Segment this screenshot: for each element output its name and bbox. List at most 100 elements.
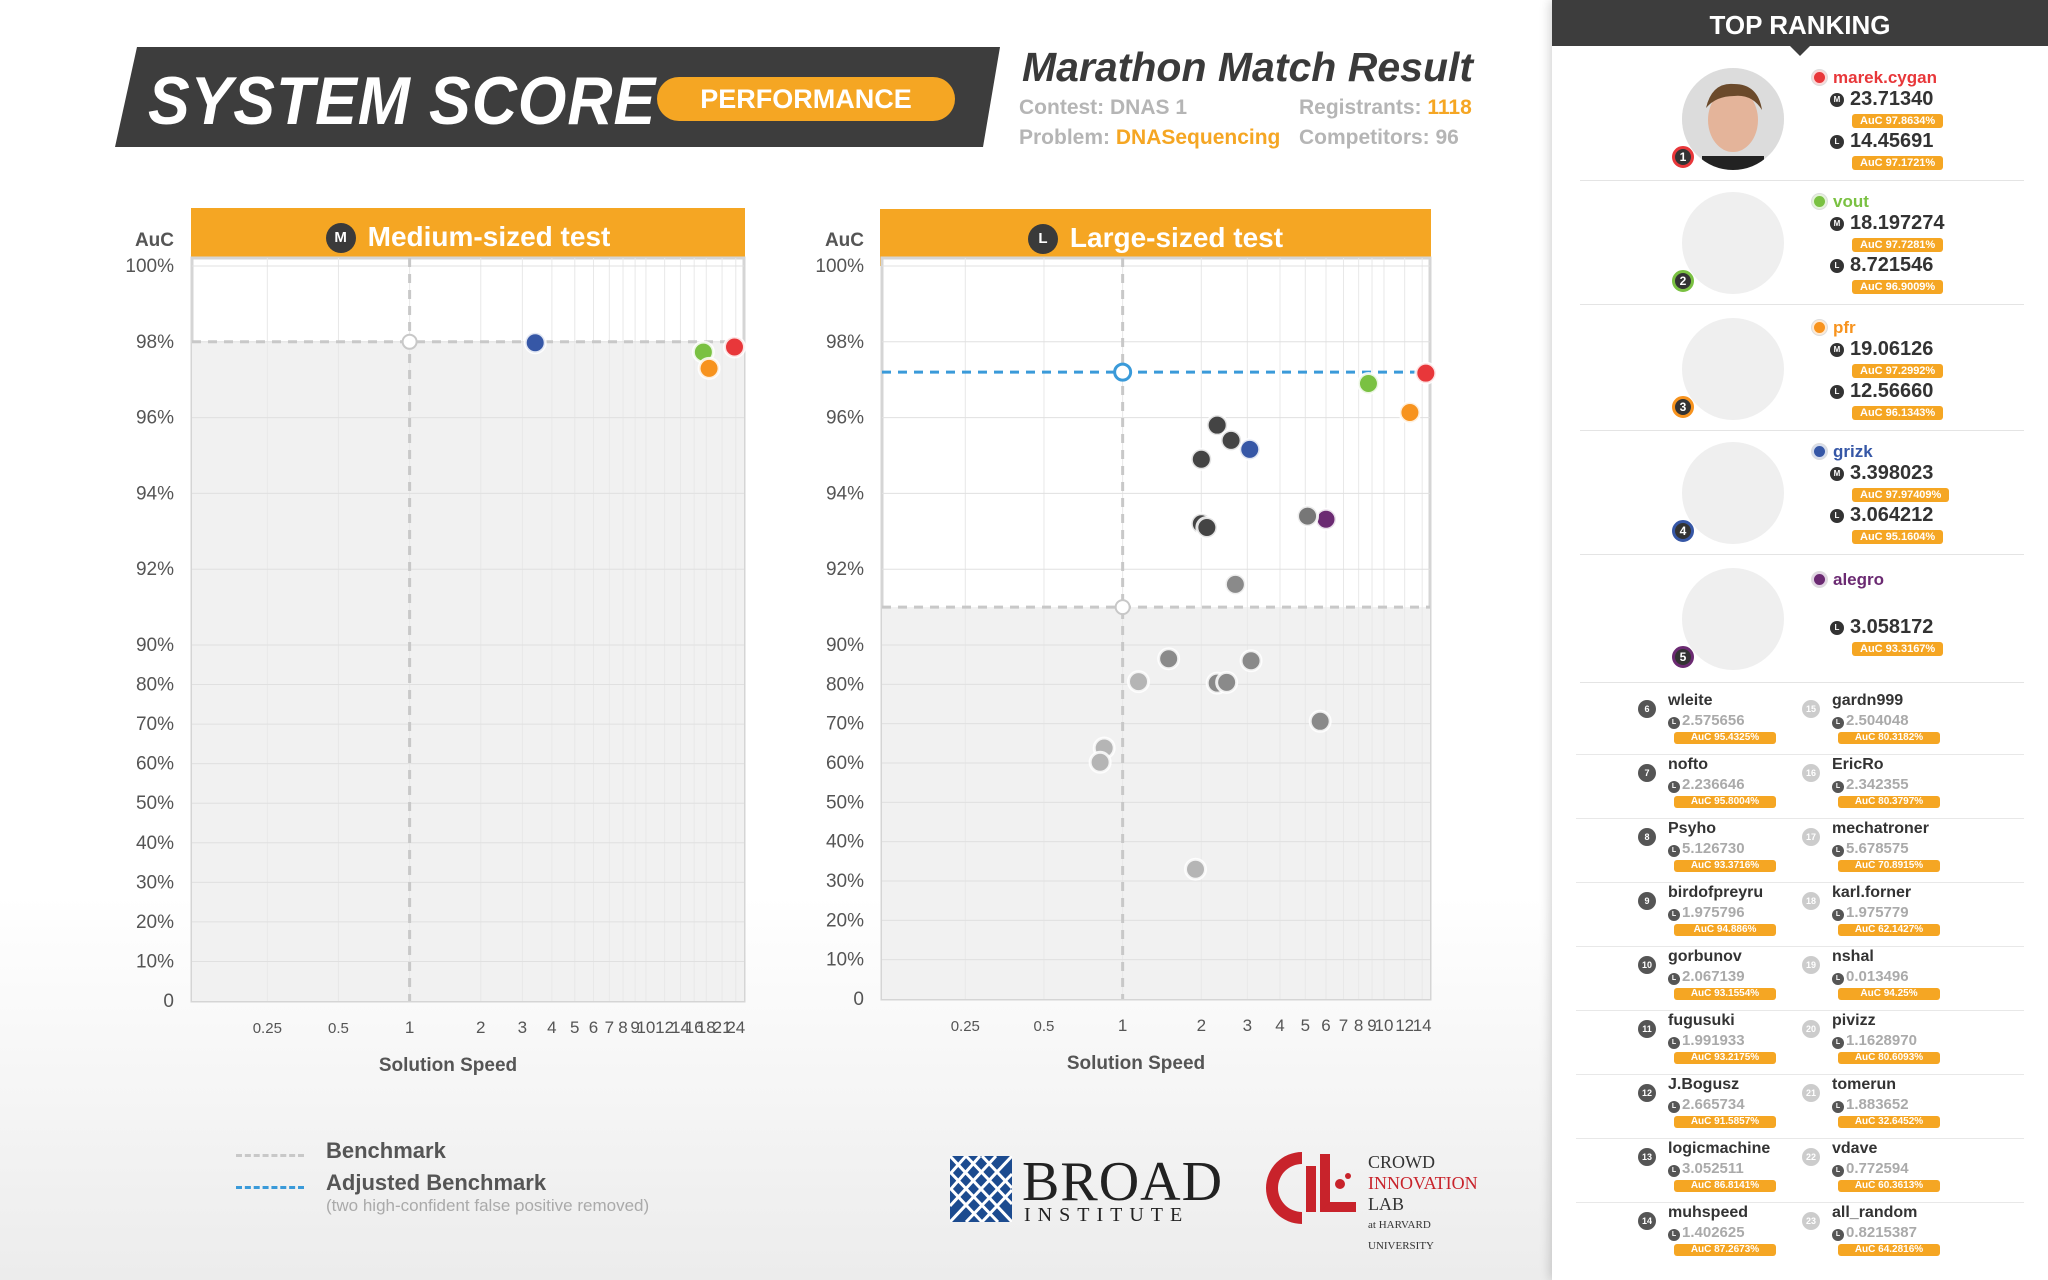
benchmark-label: Benchmark xyxy=(326,1138,446,1163)
competitor-name: tomerun xyxy=(1832,1076,1896,1093)
x-tick-label: 10 xyxy=(636,1018,655,1037)
status-dot xyxy=(1812,320,1827,335)
ranking-entry[interactable]: 6 wleite L 2.575656 AuC 95.4325% xyxy=(1638,692,1848,748)
ranking-entry[interactable]: 21 tomerun L 1.883652 AuC 32.6452% xyxy=(1802,1076,2012,1132)
large-score: L 0.013496 xyxy=(1832,968,1909,985)
ranking-entry[interactable]: 18 karl.forner L 1.975779 AuC 62.1427% xyxy=(1802,884,2012,940)
x-tick-label: 14 xyxy=(1413,1016,1432,1035)
large-icon: L xyxy=(1668,1101,1680,1113)
ranking-panel: TOP RANKING 1 marek.cygan M 23.71340 AuC 97.… xyxy=(1552,0,2048,1280)
auc-badge: AuC 60.3613% xyxy=(1838,1180,1940,1192)
ranking-entry[interactable]: 13 logicmachine L 3.052511 AuC 86.8141% xyxy=(1638,1140,1848,1196)
medium-scatter-chart: 0.25 0.5 1 2 3 4 5 6 7 8 910 121416182124010%20%30%… xyxy=(125,230,746,1076)
ranking-entry[interactable]: 9 birdofpreyru L 1.975796 AuC 94.886% xyxy=(1638,884,1848,940)
rank-number-badge: 15 xyxy=(1802,700,1820,718)
ranking-entry[interactable]: 17 mechatroner L 5.678575 AuC 70.8915% xyxy=(1802,820,2012,876)
competitor-name: gorbunov xyxy=(1668,948,1742,965)
ranking-entry[interactable]: 7 nofto L 2.236646 AuC 95.8004% xyxy=(1638,756,1848,812)
ranking-entry[interactable]: 10 gorbunov L 2.067139 AuC 93.1554% xyxy=(1638,948,1848,1004)
divider xyxy=(1580,304,2024,305)
auc-badge: AuC 93.2175% xyxy=(1674,1052,1776,1064)
divider xyxy=(1576,882,2024,883)
data-point xyxy=(1183,857,1207,881)
ranking-entry[interactable]: 15 gardn999 L 2.504048 AuC 80.3182% xyxy=(1802,692,2012,748)
ribbon-shape xyxy=(115,47,1000,147)
large-score: L 5.126730 xyxy=(1668,840,1745,857)
ranking-entry[interactable]: 8 Psyho L 5.126730 AuC 93.3716% xyxy=(1638,820,1848,876)
large-icon: L xyxy=(1830,259,1844,273)
data-point xyxy=(1223,572,1247,596)
rank-number-badge: 23 xyxy=(1802,1212,1820,1230)
data-point xyxy=(1215,670,1239,694)
medium-icon: M xyxy=(1830,467,1844,481)
ranking-entry[interactable]: 16 EricRo L 2.342355 AuC 80.3797% xyxy=(1802,756,2012,812)
divider xyxy=(1576,1202,2024,1203)
competitor-name-text: grizk xyxy=(1833,442,1873,461)
data-point xyxy=(1127,670,1151,694)
x-tick-label: 0.25 xyxy=(951,1018,980,1035)
top-ranking-entry[interactable]: 1 marek.cygan M 23.71340 AuC 97.8634% L 14.456… xyxy=(1576,62,2024,182)
large-score: L 2.575656 xyxy=(1668,712,1745,729)
rank-number-badge: 16 xyxy=(1802,764,1820,782)
x-tick-label: 8 xyxy=(618,1018,627,1037)
x-tick-label: 16 xyxy=(685,1018,704,1037)
medium-chart-title: Medium-sized test xyxy=(367,221,611,252)
large-icon: L xyxy=(1830,509,1844,523)
large-icon: L xyxy=(1832,1229,1844,1241)
contest-value: DNAS 1 xyxy=(1110,96,1188,119)
ranking-entry[interactable]: 19 nshal L 0.013496 AuC 94.25% xyxy=(1802,948,2012,1004)
y-axis-label: AuC xyxy=(135,230,174,251)
data-point xyxy=(1239,649,1263,673)
ranking-entry[interactable]: 20 pivizz L 1.1628970 AuC 80.6093% xyxy=(1802,1012,2012,1068)
large-score: L 1.991933 xyxy=(1668,1032,1745,1049)
rank-number-badge: 17 xyxy=(1802,828,1820,846)
large-score: L 1.883652 xyxy=(1832,1096,1909,1113)
ranking-entry[interactable]: 23 all_random L 0.8215387 AuC 64.2816% xyxy=(1802,1204,2012,1260)
data-point xyxy=(1308,709,1332,733)
data-point xyxy=(1088,750,1112,774)
top-ranking-entry[interactable]: 5 alegro L 3.058172 AuC 93.3167% xyxy=(1576,564,2024,684)
top-ranking-entry[interactable]: 4 grizk M 3.398023 AuC 97.97409% L 3.064212 AuC… xyxy=(1576,436,2024,556)
large-icon: L xyxy=(1832,1165,1844,1177)
large-score: L 3.058172 xyxy=(1830,616,1933,639)
ranking-entry[interactable]: 12 J.Bogusz L 2.665734 AuC 91.5857% xyxy=(1638,1076,1848,1132)
medium-score: M 19.06126 xyxy=(1830,338,1933,361)
rank-number-badge: 21 xyxy=(1802,1084,1820,1102)
competitor-name: mechatroner xyxy=(1832,820,1929,837)
x-axis-label: Solution Speed xyxy=(1067,1053,1205,1074)
problem-line: Problem: DNASequencing xyxy=(1019,126,1280,150)
problem-value: DNASequencing xyxy=(1115,126,1281,149)
rank-number-badge: 14 xyxy=(1638,1212,1656,1230)
top-ranking-entry[interactable]: 2 vout M 18.197274 AuC 97.7281% L 8.721546 AuC … xyxy=(1576,186,2024,306)
large-auc-badge: AuC 93.3167% xyxy=(1852,642,1944,656)
ranking-entry[interactable]: 14 muhspeed L 1.402625 AuC 87.2673% xyxy=(1638,1204,1848,1260)
large-score: L 3.064212 xyxy=(1830,504,1933,527)
x-tick-label: 24 xyxy=(726,1018,745,1037)
x-tick-label: 0.5 xyxy=(1034,1018,1055,1035)
rank-number-badge: 12 xyxy=(1638,1084,1656,1102)
large-icon: L xyxy=(1668,973,1680,985)
data-point xyxy=(523,331,547,355)
cil-mark-icon xyxy=(1266,1152,1356,1224)
x-tick-label: 5 xyxy=(570,1018,579,1037)
status-dot xyxy=(1812,70,1827,85)
large-icon: L xyxy=(1668,1229,1680,1241)
top-ranking-entry[interactable]: 3 pfr M 19.06126 AuC 97.2992% L 12.56660 AuC 96… xyxy=(1576,312,2024,432)
large-icon: L xyxy=(1832,1037,1844,1049)
competitor-name: karl.forner xyxy=(1832,884,1912,901)
y-tick-label: 90% xyxy=(136,635,174,656)
avatar-placeholder xyxy=(1682,318,1784,420)
status-dot xyxy=(1812,194,1827,209)
large-icon: L xyxy=(1832,781,1844,793)
ranking-entry[interactable]: 22 vdave L 0.772594 AuC 60.3613% xyxy=(1802,1140,2012,1196)
large-score: L 0.772594 xyxy=(1832,1160,1909,1177)
contest-line: Contest: DNAS 1 xyxy=(1019,96,1187,120)
x-tick-label: 5 xyxy=(1301,1016,1310,1035)
auc-badge: AuC 87.2673% xyxy=(1674,1244,1776,1256)
ranking-entry[interactable]: 11 fugusuki L 1.991933 AuC 93.2175% xyxy=(1638,1012,1848,1068)
large-score: L 12.56660 xyxy=(1830,380,1933,403)
rank-number-badge: 9 xyxy=(1638,892,1656,910)
x-tick-label: 2 xyxy=(1197,1016,1206,1035)
rank-number-badge: 19 xyxy=(1802,956,1820,974)
competitor-name: EricRo xyxy=(1832,756,1884,773)
